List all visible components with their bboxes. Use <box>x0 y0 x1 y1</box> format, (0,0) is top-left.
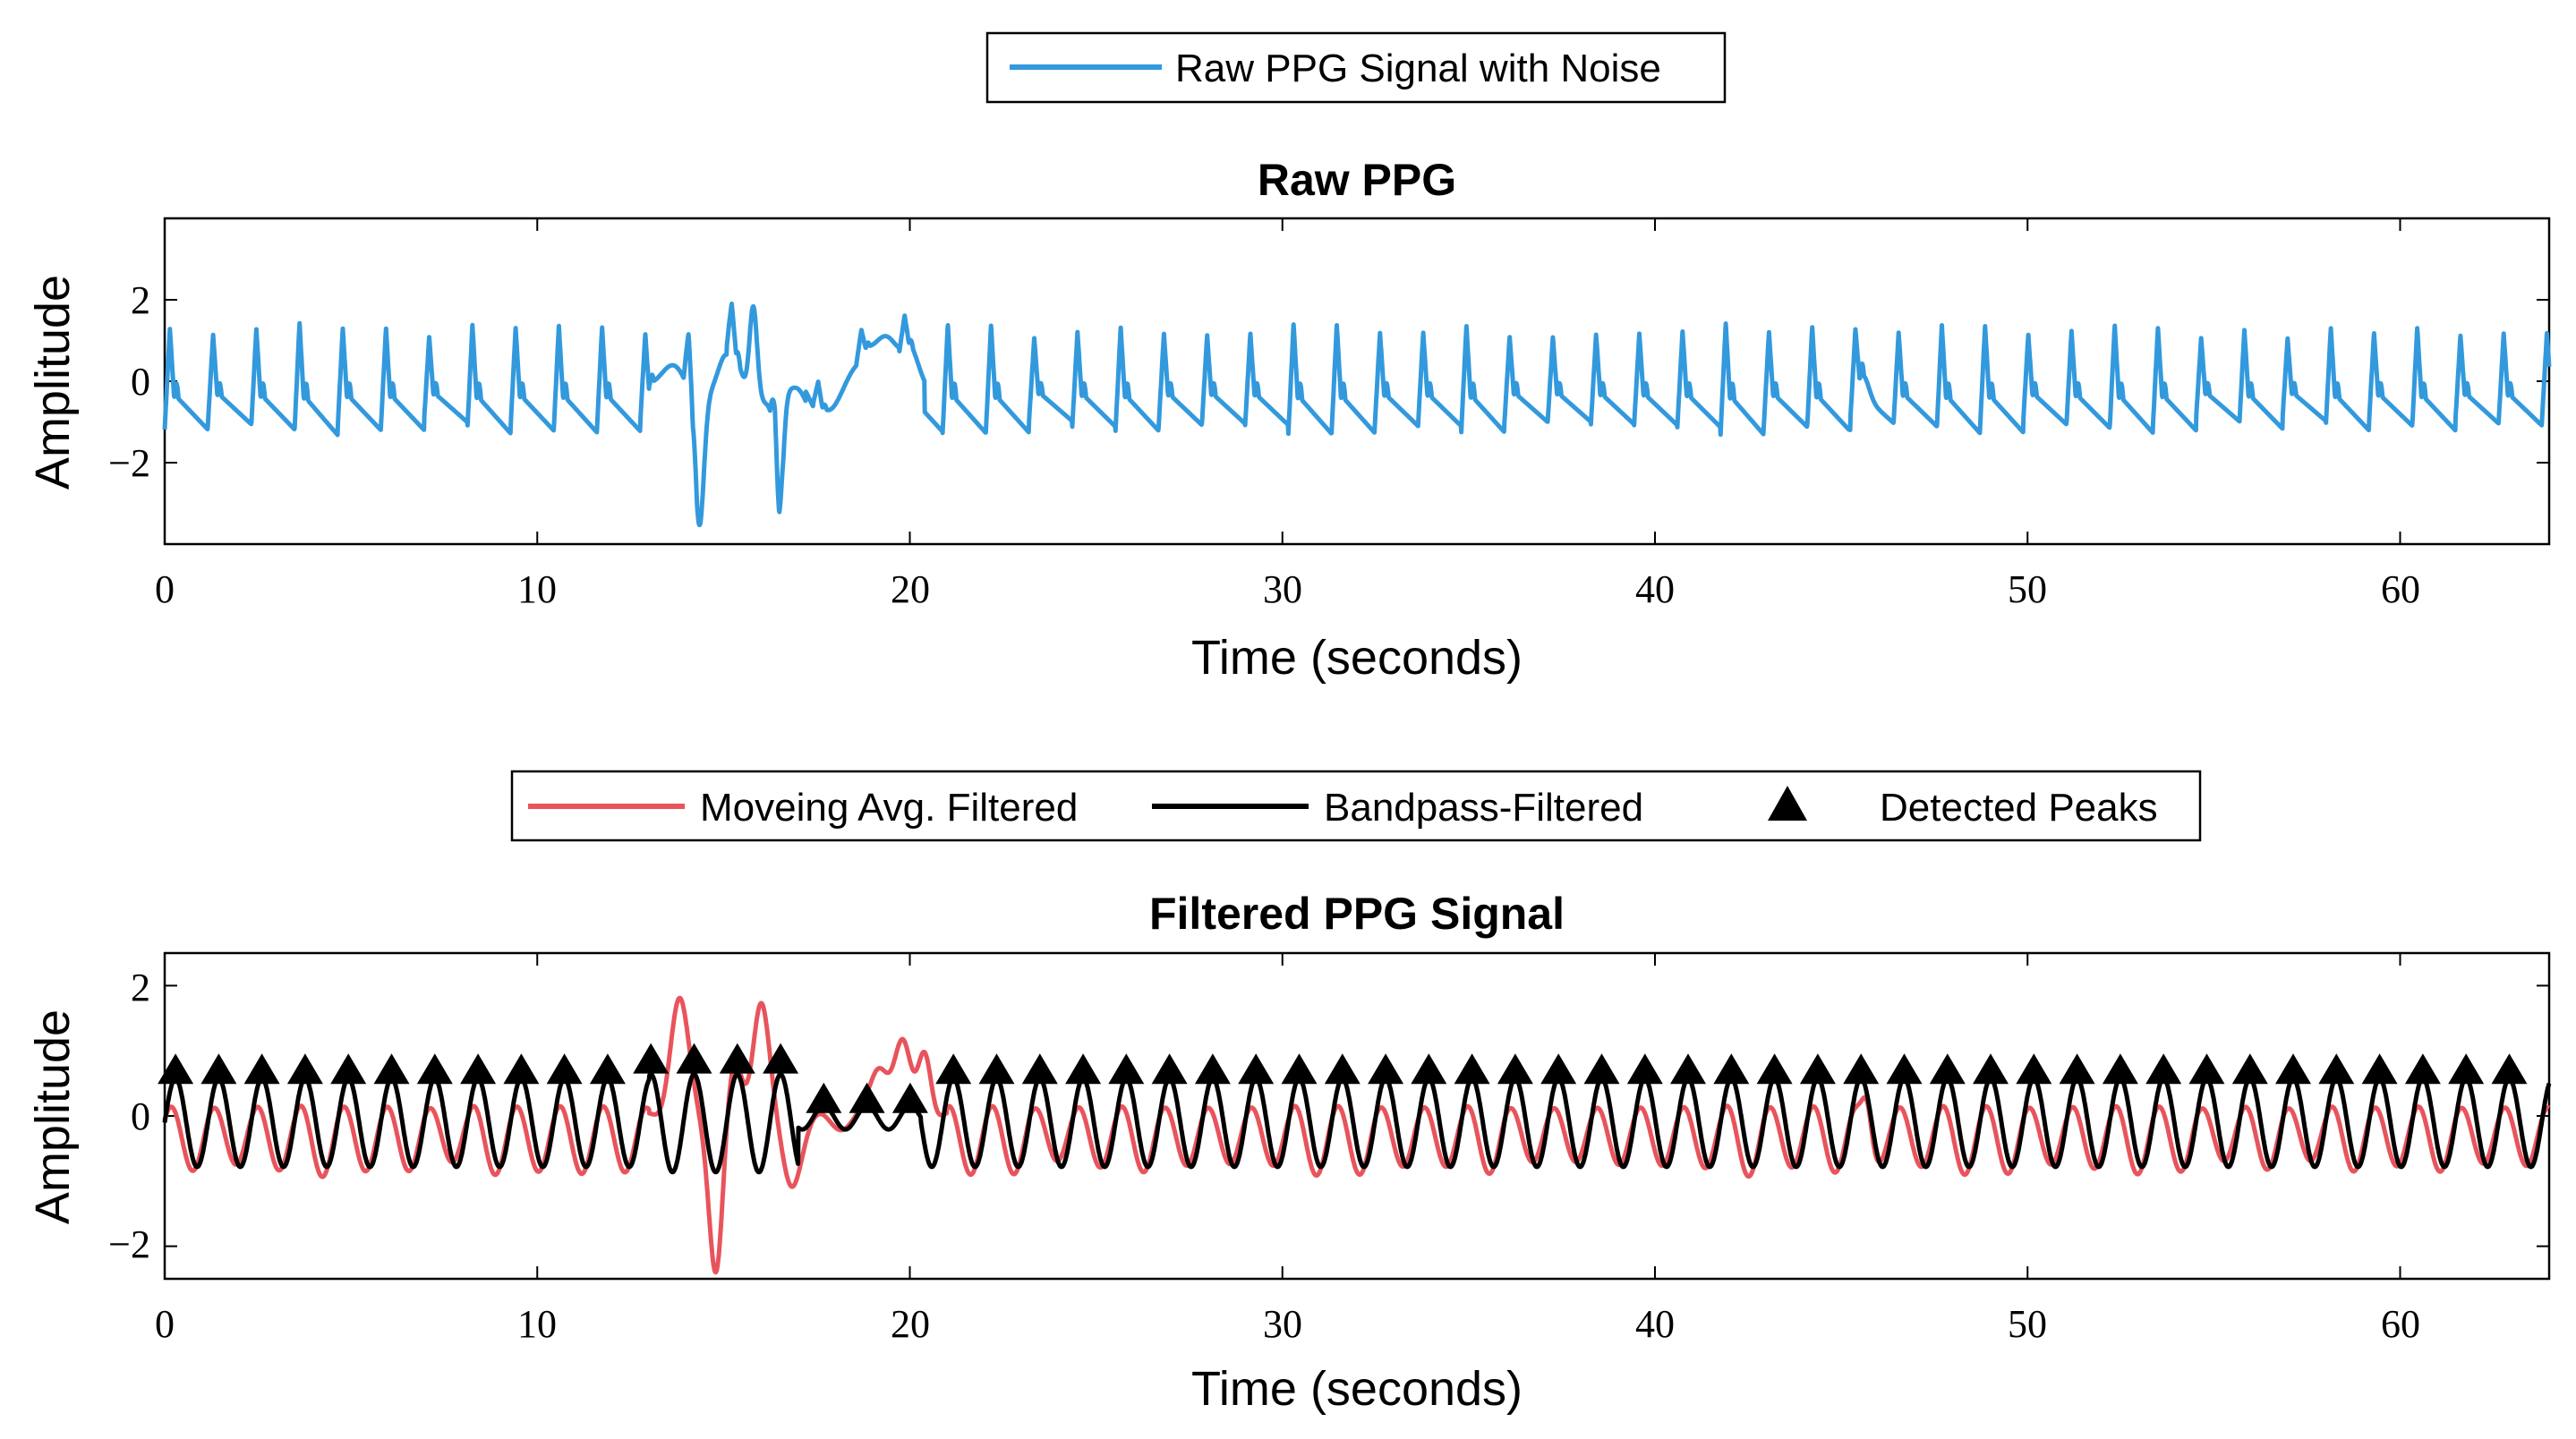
filtered-legend-label-moving-avg: Moveing Avg. Filtered <box>700 786 1078 830</box>
filtered-legend-marker-peaks <box>1768 786 1807 821</box>
raw-legend: Raw PPG Signal with Noise <box>985 31 1727 104</box>
raw-tick-label-y-2: 2 <box>131 278 150 322</box>
detected-peak-marker <box>1454 1053 1490 1085</box>
raw-tick-label-x-30: 30 <box>1263 567 1302 611</box>
detected-peak-marker <box>935 1053 972 1085</box>
raw-axes: 0 10 20 30 40 50 60 −2 0 2 Time (seconds… <box>26 217 2552 685</box>
detected-peak-marker <box>416 1053 453 1085</box>
detected-peak-marker <box>633 1043 670 1074</box>
detected-peak-marker <box>1324 1053 1361 1085</box>
detected-peak-marker <box>1065 1053 1102 1085</box>
filtered-tick-label-x-30: 30 <box>1263 1302 1302 1346</box>
detected-peak-marker <box>1497 1053 1533 1085</box>
filtered-tick-label-x-10: 10 <box>517 1302 557 1346</box>
filtered-plot-area <box>158 995 2552 1275</box>
filtered-tick-label-x-50: 50 <box>2008 1302 2047 1346</box>
detected-peak-marker <box>1929 1053 1966 1085</box>
filtered-axes: 0 10 20 30 40 50 60 −2 0 2 Time (seconds… <box>26 951 2552 1416</box>
detected-peak-marker <box>719 1043 755 1074</box>
detected-peak-marker <box>546 1053 583 1085</box>
detected-peak-marker <box>1540 1053 1577 1085</box>
filtered-chart-title: Filtered PPG Signal <box>1149 889 1565 939</box>
detected-peak-marker <box>200 1053 237 1085</box>
filtered-legend-box <box>510 770 2202 842</box>
detected-peak-marker <box>2448 1053 2485 1085</box>
raw-tick-label-x-40: 40 <box>1635 567 1675 611</box>
raw-tick-label-y-neg2: −2 <box>108 441 150 485</box>
detected-peak-marker <box>1151 1053 1188 1085</box>
detected-peak-marker <box>1713 1053 1750 1085</box>
detected-peak-marker <box>1670 1053 1706 1085</box>
detected-peak-marker <box>2231 1053 2268 1085</box>
filtered-tick-label-y-neg2: −2 <box>108 1222 150 1266</box>
detected-peak-marker <box>158 1053 194 1085</box>
filtered-legend: Moveing Avg. Filtered Bandpass-Filtered … <box>510 770 2202 842</box>
filtered-ticks <box>164 953 2549 1279</box>
filtered-y-axis-label: Amplitude <box>26 1009 80 1224</box>
detected-peak-marker <box>2016 1053 2052 1085</box>
detected-peak-marker <box>503 1053 540 1085</box>
detected-peak-marker <box>763 1043 799 1074</box>
filtered-tick-label-x-20: 20 <box>891 1302 930 1346</box>
raw-ppg-subplot: Raw PPG Signal with Noise Raw PPG 0 10 2… <box>26 31 2552 685</box>
raw-ppg-series-line <box>162 302 2552 528</box>
detected-peak-marker <box>2059 1053 2095 1085</box>
detected-peak-marker <box>1756 1053 1793 1085</box>
raw-tick-label-x-10: 10 <box>517 567 557 611</box>
raw-plot-area <box>162 302 2552 528</box>
detected-peak-marker <box>1973 1053 2009 1085</box>
detected-peak-marker <box>1368 1053 1404 1085</box>
detected-peak-marker <box>1799 1053 1836 1085</box>
detected-peak-marker <box>1843 1053 1880 1085</box>
detected-peak-marker <box>1194 1053 1231 1085</box>
detected-peak-marker <box>286 1053 323 1085</box>
raw-tick-label-y-0: 0 <box>131 360 150 404</box>
filtered-legend-label-bandpass: Bandpass-Filtered <box>1324 786 1643 830</box>
detected-peak-marker <box>243 1053 280 1085</box>
detected-peak-marker <box>2491 1053 2528 1085</box>
detected-peak-marker <box>806 1082 842 1113</box>
filtered-tick-label-y-2: 2 <box>131 966 150 1009</box>
detected-peak-marker <box>589 1053 626 1085</box>
raw-y-axis-label: Amplitude <box>26 275 80 490</box>
detected-peak-marker <box>1238 1053 1275 1085</box>
detected-peak-marker <box>2404 1053 2441 1085</box>
filtered-ppg-subplot: Moveing Avg. Filtered Bandpass-Filtered … <box>26 770 2552 1416</box>
raw-x-axis-label: Time (seconds) <box>1191 631 1523 685</box>
detected-peak-marker <box>460 1053 497 1085</box>
detected-peak-marker <box>2102 1053 2138 1085</box>
filtered-tick-label-y-0: 0 <box>131 1094 150 1138</box>
detected-peak-marker <box>1626 1053 1663 1085</box>
raw-legend-label: Raw PPG Signal with Noise <box>1175 47 1661 90</box>
detected-peak-marker <box>849 1082 885 1113</box>
detected-peak-marker <box>2361 1053 2398 1085</box>
detected-peak-marker <box>1281 1053 1318 1085</box>
detected-peak-marker <box>891 1082 928 1113</box>
raw-tick-label-x-50: 50 <box>2008 567 2047 611</box>
filtered-tick-label-x-40: 40 <box>1635 1302 1675 1346</box>
detected-peak-marker <box>1108 1053 1145 1085</box>
detected-peak-marker <box>373 1053 410 1085</box>
detected-peak-marker <box>978 1053 1015 1085</box>
detected-peak-marker <box>1411 1053 1447 1085</box>
detected-peak-marker <box>2275 1053 2311 1085</box>
raw-tick-label-x-0: 0 <box>155 567 175 611</box>
detected-peak-marker <box>330 1053 367 1085</box>
detected-peak-marker <box>1886 1053 1923 1085</box>
filtered-tick-label-x-0: 0 <box>155 1302 175 1346</box>
filtered-legend-label-peaks: Detected Peaks <box>1880 786 2158 830</box>
detected-peak-marker <box>676 1043 712 1074</box>
raw-axes-box <box>163 217 2551 546</box>
detected-peak-marker <box>2145 1053 2182 1085</box>
raw-chart-title: Raw PPG <box>1258 155 1456 205</box>
detected-peak-marker <box>2318 1053 2355 1085</box>
detected-peak-marker <box>2188 1053 2225 1085</box>
raw-tick-label-x-20: 20 <box>891 567 930 611</box>
filtered-x-axis-label: Time (seconds) <box>1191 1362 1523 1416</box>
detected-peak-marker <box>1021 1053 1058 1085</box>
filtered-tick-label-x-60: 60 <box>2381 1302 2420 1346</box>
raw-tick-label-x-60: 60 <box>2381 567 2420 611</box>
detected-peak-marker <box>1583 1053 1620 1085</box>
